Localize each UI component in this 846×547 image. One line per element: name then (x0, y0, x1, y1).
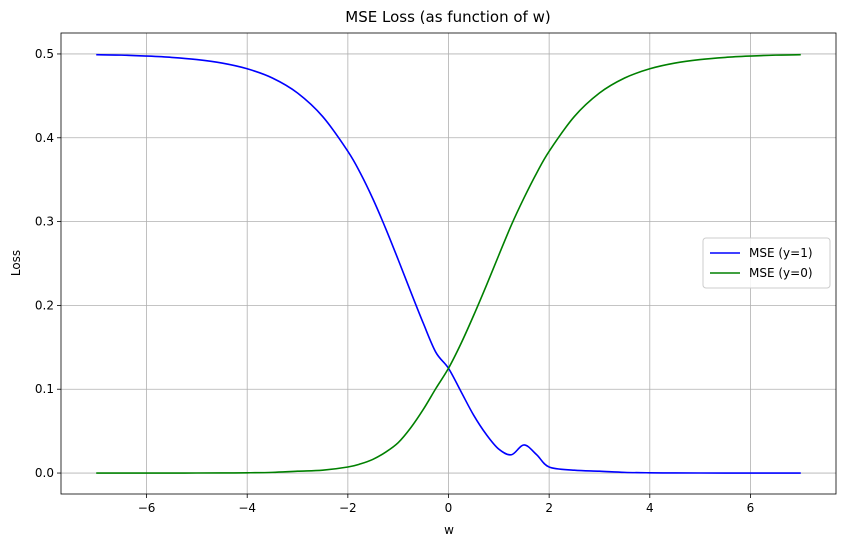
axis-ticks: −6 −4 −2 0 2 4 6 0.0 0.1 0.2 0.3 0.4 0.5 (35, 47, 754, 515)
x-tick-label: 2 (545, 501, 553, 515)
legend-box (702, 237, 831, 289)
series-line-1 (96, 53, 801, 474)
y-tick-label: 0.1 (35, 382, 54, 396)
x-axis-label: w (444, 523, 454, 537)
legend-label-0: MSE (y=1) (749, 246, 813, 260)
x-tick-label: −6 (138, 501, 156, 515)
legend-label-1: MSE (y=0) (749, 266, 813, 280)
y-tick-label: 0.5 (35, 47, 54, 61)
y-tick-label: 0.0 (35, 466, 54, 480)
x-tick-label: 6 (747, 501, 755, 515)
y-axis-label: Loss (9, 250, 23, 276)
x-tick-label: −4 (238, 501, 256, 515)
x-tick-label: −2 (339, 501, 357, 515)
y-tick-label: 0.3 (35, 215, 54, 229)
y-tick-label: 0.4 (35, 131, 54, 145)
series-lines (96, 53, 801, 474)
chart-title: MSE Loss (as function of w) (345, 8, 550, 26)
x-tick-label: 4 (646, 501, 654, 515)
y-tick-label: 0.2 (35, 298, 54, 312)
grid (61, 33, 836, 494)
x-tick-label: 0 (445, 501, 453, 515)
legend: MSE (y=1) MSE (y=0) (702, 237, 831, 289)
